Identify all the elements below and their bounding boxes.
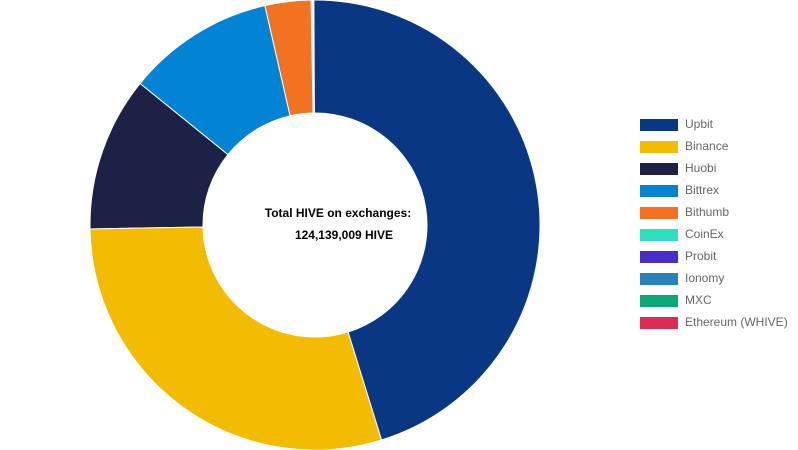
legend-label[interactable]: Upbit <box>685 117 714 131</box>
center-title: Total HIVE on exchanges: <box>265 206 411 220</box>
slice <box>139 5 291 156</box>
slice <box>313 0 541 441</box>
legend-label[interactable]: Probit <box>685 249 717 263</box>
legend-swatch[interactable] <box>640 251 678 263</box>
legend-swatch[interactable] <box>640 317 678 329</box>
legend-swatch[interactable] <box>640 295 678 307</box>
slice <box>264 0 314 117</box>
legend-swatch[interactable] <box>640 185 678 197</box>
legend-label[interactable]: Bithumb <box>685 205 729 219</box>
slice <box>89 226 383 450</box>
center-value: 124,139,009 HIVE <box>295 228 393 242</box>
legend-label[interactable]: MXC <box>685 293 712 307</box>
legend-swatch[interactable] <box>640 229 678 241</box>
slice <box>89 82 229 230</box>
legend-swatch[interactable] <box>640 163 678 175</box>
legend-swatch[interactable] <box>640 141 678 153</box>
legend-swatch[interactable] <box>640 273 678 285</box>
legend-label[interactable]: Bittrex <box>685 183 719 197</box>
legend-label[interactable]: Huobi <box>685 161 716 175</box>
legend-label[interactable]: Binance <box>685 139 729 153</box>
legend-swatch[interactable] <box>640 207 678 219</box>
legend-label[interactable]: CoinEx <box>685 227 724 241</box>
legend-label[interactable]: Ionomy <box>685 271 724 285</box>
legend-label[interactable]: Ethereum (WHIVE) <box>685 315 788 329</box>
legend-swatch[interactable] <box>640 119 678 131</box>
